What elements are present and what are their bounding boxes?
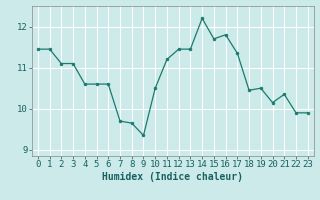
X-axis label: Humidex (Indice chaleur): Humidex (Indice chaleur)	[102, 172, 243, 182]
